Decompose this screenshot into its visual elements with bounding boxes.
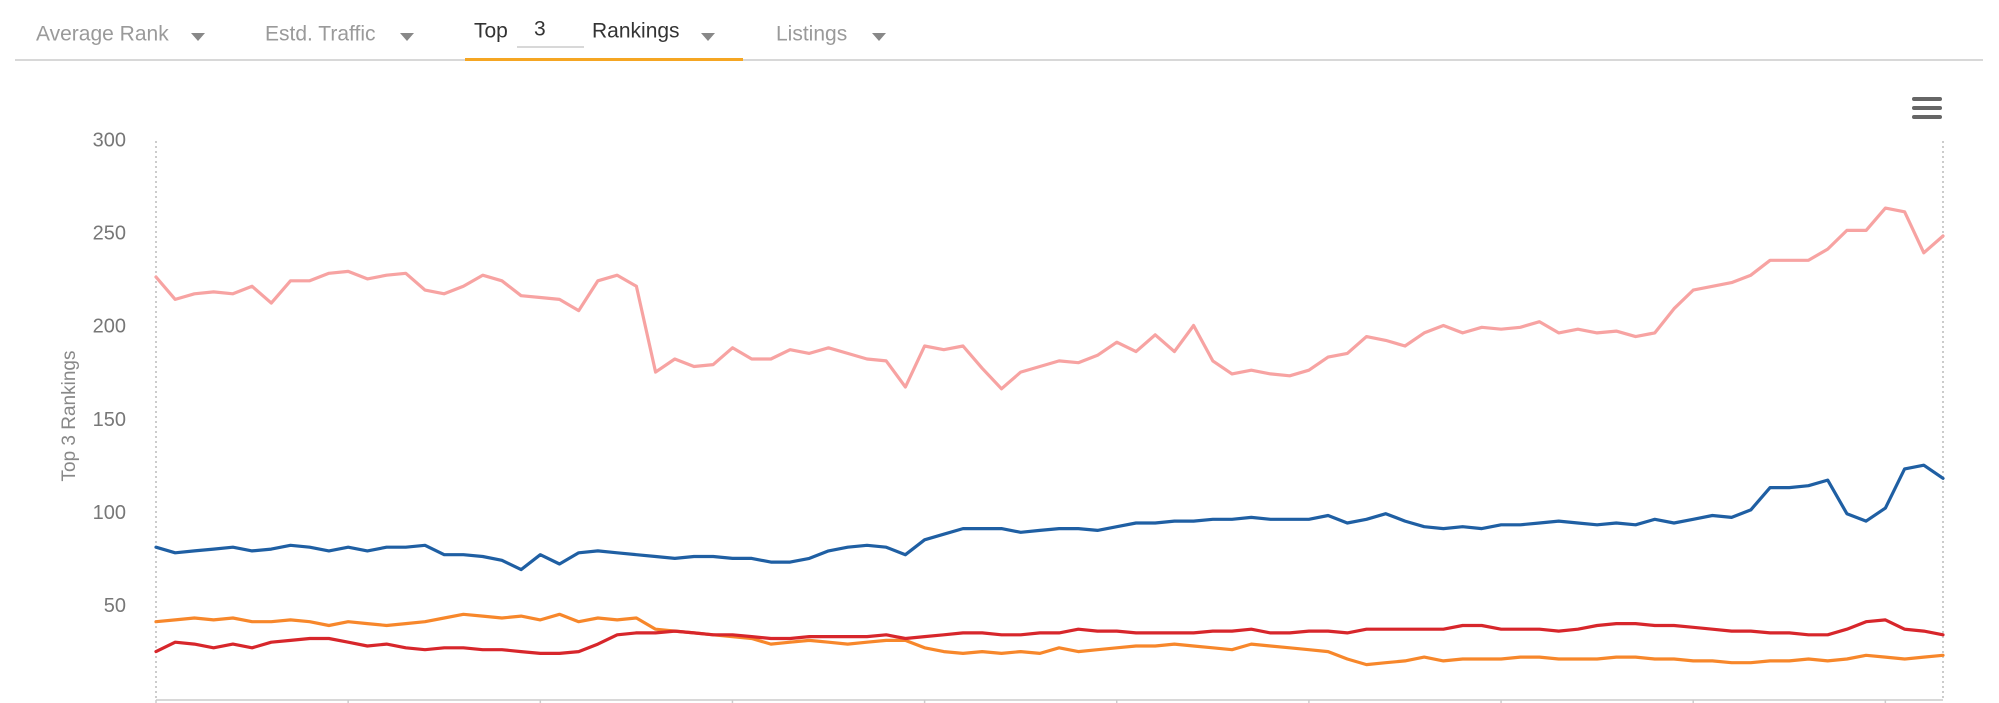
y-axis-title: Top 3 Rankings	[59, 351, 80, 482]
menu-bar[interactable]	[1912, 115, 1942, 119]
y-tick-label: 150	[93, 409, 126, 431]
dropdown-arrow[interactable]	[701, 33, 715, 41]
menu-bar[interactable]	[1912, 97, 1942, 101]
tab[interactable]: Listings	[776, 23, 886, 46]
series-line	[154, 618, 1945, 655]
tab-label[interactable]: Top	[474, 20, 508, 43]
tab-label[interactable]: Listings	[776, 23, 847, 46]
tab-bar: Average Rank Estd. Traffic Top 3 Ranking…	[15, 18, 1983, 61]
tab[interactable]: Average Rank	[36, 23, 205, 46]
y-tick-label: 200	[93, 316, 126, 338]
dropdown-arrow[interactable]	[872, 33, 886, 41]
dropdown-arrow[interactable]	[191, 33, 205, 41]
y-tick-label: 50	[104, 595, 126, 617]
series-line	[154, 206, 1945, 391]
number-input[interactable]: 3	[534, 18, 546, 41]
tab-label[interactable]: Average Rank	[36, 23, 169, 46]
active-tab-indicator	[465, 58, 743, 61]
y-tick-label: 300	[93, 129, 126, 151]
menu-bar[interactable]	[1912, 106, 1942, 110]
dropdown-arrow[interactable]	[400, 33, 414, 41]
tab[interactable]: Top 3 Rankings	[465, 18, 743, 61]
series-line	[154, 463, 1945, 572]
y-tick-label: 100	[93, 502, 126, 524]
chart-menu-button[interactable]	[1912, 97, 1942, 119]
tab-label[interactable]: Estd. Traffic	[265, 23, 376, 46]
series-line	[154, 612, 1945, 667]
tab-label[interactable]: Rankings	[592, 20, 680, 43]
y-tick-label: 250	[93, 222, 126, 244]
tab[interactable]: Estd. Traffic	[265, 23, 414, 46]
